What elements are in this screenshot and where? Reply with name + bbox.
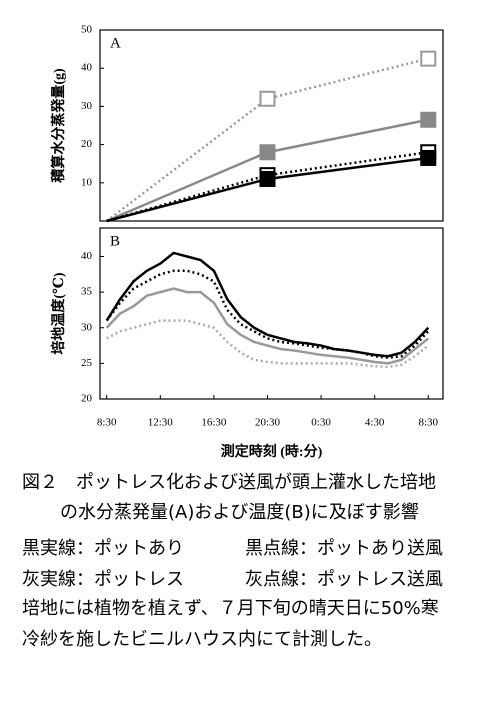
- panel-label: B: [110, 233, 120, 249]
- caption-note: 黒点線：ポットあり送風: [245, 538, 443, 559]
- series-line: [105, 251, 430, 358]
- x-tick-label: 4:30: [365, 417, 385, 429]
- y-tick-label: 10: [81, 176, 93, 188]
- y-tick-label: 25: [81, 357, 93, 369]
- marker: [420, 111, 437, 128]
- y-tick-label: 40: [81, 62, 93, 74]
- plot-frame: [99, 227, 444, 400]
- series-line: [105, 57, 429, 222]
- x-tick-label: 20:30: [255, 417, 281, 429]
- x-tick-label: 0:30: [311, 417, 331, 429]
- x-tick-label: 16:30: [201, 417, 227, 429]
- y-tick-label: 20: [81, 393, 93, 405]
- x-tick-label: 12:30: [148, 417, 174, 429]
- y-tick-label: 30: [81, 321, 93, 333]
- caption-note: 黒実線：ポットあり: [22, 538, 184, 559]
- series-line: [105, 287, 430, 365]
- y-axis-label: 培地温度(℃): [50, 272, 67, 354]
- marker: [259, 170, 276, 187]
- caption-title: の水分蒸発量(A)および温度(B)に及ぼす影響: [60, 502, 419, 523]
- x-tick-label: 8:30: [418, 417, 438, 429]
- y-axis-label: 積算水分蒸発量(g): [50, 68, 67, 184]
- y-tick-label: 30: [81, 100, 93, 112]
- caption-note: 灰点線：ポットレス送風: [245, 569, 443, 590]
- panel-label: A: [110, 35, 121, 51]
- caption-title: 図２ ポットレス化および送風が頭上灌水した培地: [22, 472, 436, 493]
- y-tick-label: 50: [81, 24, 93, 36]
- caption-remark: 冷紗を施したビニルハウス内にて計測した。: [22, 629, 382, 650]
- plot-frame: [99, 29, 444, 222]
- marker: [259, 144, 276, 161]
- x-tick-label: 8:30: [97, 417, 117, 429]
- x-axis-label: 測定時刻 (時:分): [221, 443, 323, 460]
- y-tick-label: 35: [81, 286, 93, 298]
- caption-remark: 培地には植物を植えず、７月下旬の晴天日に50%寒: [22, 598, 439, 619]
- caption-note: 灰実線：ポットレス: [22, 569, 184, 590]
- y-tick-label: 40: [81, 250, 93, 262]
- marker: [420, 50, 437, 67]
- series-line: [106, 319, 430, 369]
- marker: [420, 149, 437, 166]
- marker: [259, 90, 276, 107]
- y-tick-label: 20: [81, 138, 93, 150]
